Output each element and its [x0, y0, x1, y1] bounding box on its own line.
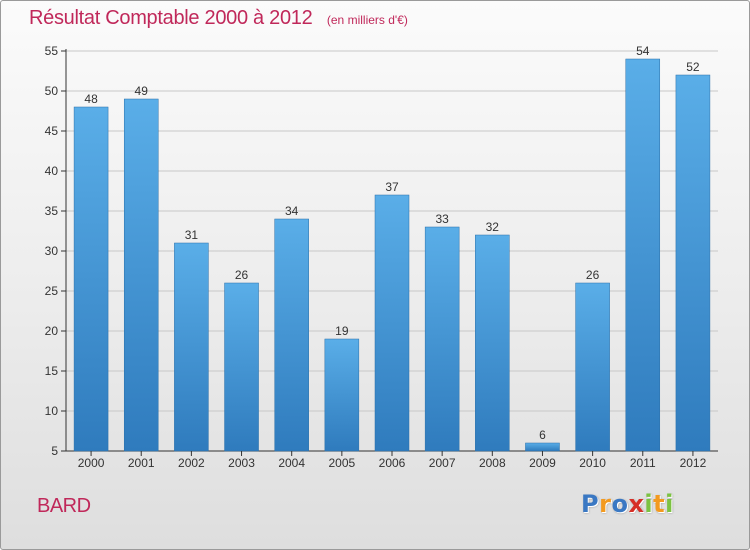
chart-subtitle: (en milliers d'€)	[326, 13, 408, 27]
logo-letter: P	[581, 490, 600, 518]
y-tick-label: 5	[51, 444, 58, 458]
x-tick-label: 2002	[178, 456, 205, 470]
bar-value-label: 52	[686, 60, 700, 74]
x-tick-label: 2001	[128, 456, 155, 470]
x-tick-label: 2010	[579, 456, 606, 470]
y-tick-label: 50	[45, 84, 59, 98]
bar-value-label: 54	[636, 44, 650, 58]
x-tick-label: 2006	[379, 456, 406, 470]
logo-letter: t	[653, 490, 666, 518]
logo-letter: x	[628, 490, 645, 518]
x-tick-label: 2009	[529, 456, 556, 470]
bar	[123, 98, 159, 452]
logo-letter: i	[665, 490, 674, 518]
bar-value-label: 49	[135, 84, 149, 98]
bar	[525, 442, 560, 452]
y-tick-label: 55	[45, 44, 59, 58]
bar	[575, 282, 610, 452]
x-tick-label: 2011	[630, 456, 656, 470]
bar	[174, 242, 209, 452]
x-tick-label: 2005	[328, 456, 355, 470]
bar	[224, 282, 259, 452]
bar	[475, 234, 510, 452]
proxiti-logo: Proxiti	[581, 490, 674, 518]
y-tick-label: 20	[45, 324, 59, 338]
bar	[625, 58, 661, 452]
bar-value-label: 33	[435, 212, 449, 226]
y-tick-label: 45	[45, 124, 59, 138]
bar-value-label: 32	[486, 220, 500, 234]
bar-value-label: 26	[235, 268, 249, 282]
y-tick-label: 40	[45, 164, 59, 178]
x-tick-label: 2007	[429, 456, 456, 470]
x-tick-label: 2003	[228, 456, 255, 470]
chart-title: Résultat Comptable 2000 à 2012	[29, 7, 313, 29]
y-tick-label: 35	[45, 204, 59, 218]
bar	[675, 74, 711, 452]
bar-value-label: 6	[539, 428, 546, 442]
bar	[73, 106, 109, 452]
bar	[274, 218, 309, 452]
title-row: Résultat Comptable 2000 à 2012 (en milli…	[29, 7, 408, 30]
bar-value-label: 37	[385, 180, 399, 194]
bar-value-label: 26	[586, 268, 600, 282]
bar	[374, 194, 410, 452]
logo-letter: r	[599, 490, 612, 518]
logo-letter: i	[644, 490, 654, 518]
x-tick-label: 2008	[479, 456, 506, 470]
x-tick-label: 2012	[680, 456, 707, 470]
bar	[324, 338, 360, 452]
x-tick-label: 2004	[278, 456, 305, 470]
logo-letter: o	[611, 490, 629, 518]
y-tick-label: 25	[45, 284, 59, 298]
y-tick-label: 30	[45, 244, 59, 258]
y-tick-label: 15	[45, 364, 59, 378]
bar-value-label: 19	[335, 324, 349, 338]
bar-value-label: 48	[84, 92, 98, 106]
bar	[424, 226, 460, 452]
bar-value-label: 34	[285, 204, 299, 218]
x-tick-label: 2000	[78, 456, 105, 470]
bar-value-label: 31	[185, 228, 199, 242]
y-tick-label: 10	[45, 404, 59, 418]
commune-name: BARD	[37, 495, 91, 517]
